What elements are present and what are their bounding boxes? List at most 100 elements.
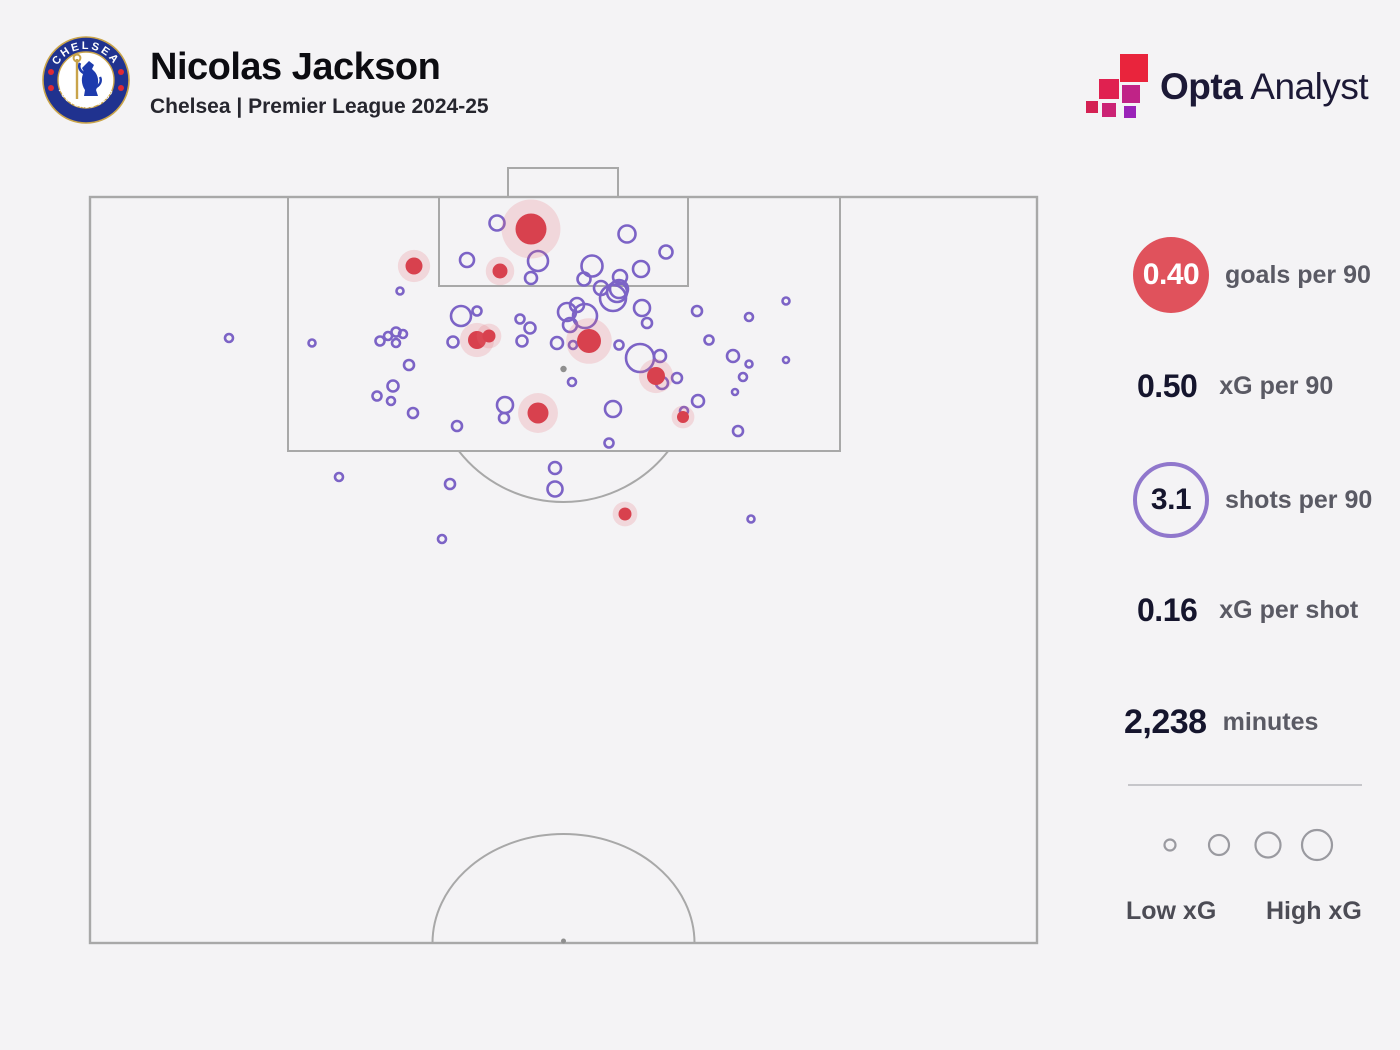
- shot-marker: [640, 316, 654, 330]
- legend-size-circle: [1254, 831, 1282, 859]
- goals-per-90-label: goals per 90: [1225, 260, 1371, 289]
- goal-marker: [405, 257, 423, 275]
- shot-marker: [690, 393, 706, 409]
- shot-marker: [730, 387, 740, 397]
- shot-marker: [744, 359, 754, 369]
- goal-marker: [492, 263, 508, 279]
- shot-marker: [580, 254, 604, 278]
- shot-marker: [598, 283, 628, 313]
- legend-low-xg-label: Low xG: [1126, 897, 1217, 925]
- shot-marker: [658, 244, 674, 260]
- xg-size-legend: [1163, 828, 1334, 862]
- badge-red-dots: [48, 69, 124, 91]
- shot-marker: [386, 379, 400, 393]
- shot-marker: [731, 424, 745, 438]
- page-title: Nicolas Jackson: [150, 46, 441, 88]
- shot-marker: [497, 411, 511, 425]
- minutes-value: 2,238: [1124, 703, 1207, 741]
- brand-opta: Opta: [1160, 66, 1243, 107]
- shot-marker: [703, 334, 715, 346]
- shot-marker: [449, 304, 473, 328]
- shot-marker: [737, 371, 749, 383]
- shot-marker: [385, 395, 397, 407]
- shot-marker: [561, 316, 579, 334]
- shot-marker: [690, 304, 704, 318]
- penalty-arc: [458, 450, 669, 503]
- pitch-boundary: [88, 195, 1039, 945]
- pitch-markings: [88, 167, 1039, 945]
- goal-marker: [515, 213, 547, 245]
- shot-marker: [443, 477, 457, 491]
- shots-per-90-circle: 3.1: [1133, 462, 1209, 538]
- shot-marker: [566, 376, 578, 388]
- shot-marker: [547, 460, 563, 476]
- chelsea-lion-icon: [72, 53, 102, 99]
- goal-mouth: [507, 167, 619, 198]
- opta-analyst-logo: Opta Analyst: [1086, 54, 1369, 120]
- xg-per-90-value: 0.50: [1137, 368, 1198, 404]
- shot-marker: [523, 270, 539, 286]
- page-subtitle: Chelsea | Premier League 2024-25: [150, 94, 489, 118]
- shot-marker: [571, 302, 599, 330]
- xg-per-90-label: xG per 90: [1219, 372, 1334, 400]
- shot-marker: [526, 249, 550, 273]
- shot-marker: [446, 335, 460, 349]
- legend-size-circle: [1207, 833, 1231, 857]
- shot-marker: [458, 251, 476, 269]
- shot-marker: [471, 305, 483, 317]
- shot-marker: [725, 348, 741, 364]
- shot-marker: [567, 339, 579, 351]
- shot-marker: [523, 321, 537, 335]
- xg-per-shot-value: 0.16: [1137, 592, 1198, 628]
- shot-marker: [395, 286, 405, 296]
- goals-per-90-circle: 0.40: [1133, 237, 1209, 313]
- shot-marker: [652, 348, 668, 364]
- shot-marker: [617, 224, 637, 244]
- shot-marker: [450, 419, 464, 433]
- shot-marker: [406, 406, 420, 420]
- penalty-spot: [560, 365, 567, 373]
- legend-size-circle: [1163, 838, 1177, 852]
- shot-marker: [402, 358, 416, 372]
- shot-marker: [223, 332, 235, 344]
- shot-marker: [743, 311, 755, 323]
- shot-marker: [371, 390, 383, 402]
- shots-layer: [223, 199, 791, 545]
- goal-marker: [577, 329, 601, 353]
- stat-goals-per-90: 0.40 goals per 90: [1133, 237, 1371, 313]
- stat-xg-per-90: 0.50 xG per 90: [1137, 368, 1333, 405]
- shot-marker: [781, 355, 791, 365]
- shot-marker: [436, 533, 448, 545]
- shots-per-90-label: shots per 90: [1225, 485, 1373, 514]
- goal-marker: [647, 367, 665, 385]
- shot-marker: [549, 335, 565, 351]
- chelsea-badge: CHELSEA FOOTBALL CLUB: [42, 36, 130, 124]
- shot-marker: [603, 437, 615, 449]
- stat-minutes: 2,238 minutes: [1124, 703, 1318, 742]
- opta-squares-icon: [1086, 54, 1148, 118]
- shot-marker: [576, 271, 592, 287]
- shot-marker: [632, 298, 652, 318]
- goal-marker: [677, 411, 689, 423]
- brand-analyst: Analyst: [1250, 66, 1369, 107]
- shot-marker: [603, 399, 623, 419]
- shot-marker: [746, 514, 756, 524]
- shot-marker: [670, 371, 684, 385]
- shot-marker: [546, 480, 564, 498]
- shot-marker: [608, 278, 630, 300]
- minutes-label: minutes: [1222, 708, 1319, 736]
- shot-marker: [781, 296, 791, 306]
- shot-marker: [374, 335, 386, 347]
- goal-marker: [527, 402, 549, 424]
- opta-analyst-wordmark: Opta Analyst: [1160, 66, 1369, 108]
- shot-marker: [307, 338, 317, 348]
- shot-marker: [488, 214, 506, 232]
- shot-marker: [514, 313, 526, 325]
- centre-circle-arc: [431, 833, 696, 944]
- centre-spot: [561, 938, 566, 944]
- shot-marker: [495, 395, 515, 415]
- goal-marker: [618, 507, 632, 521]
- goal-marker: [468, 331, 486, 349]
- shot-marker: [390, 337, 402, 349]
